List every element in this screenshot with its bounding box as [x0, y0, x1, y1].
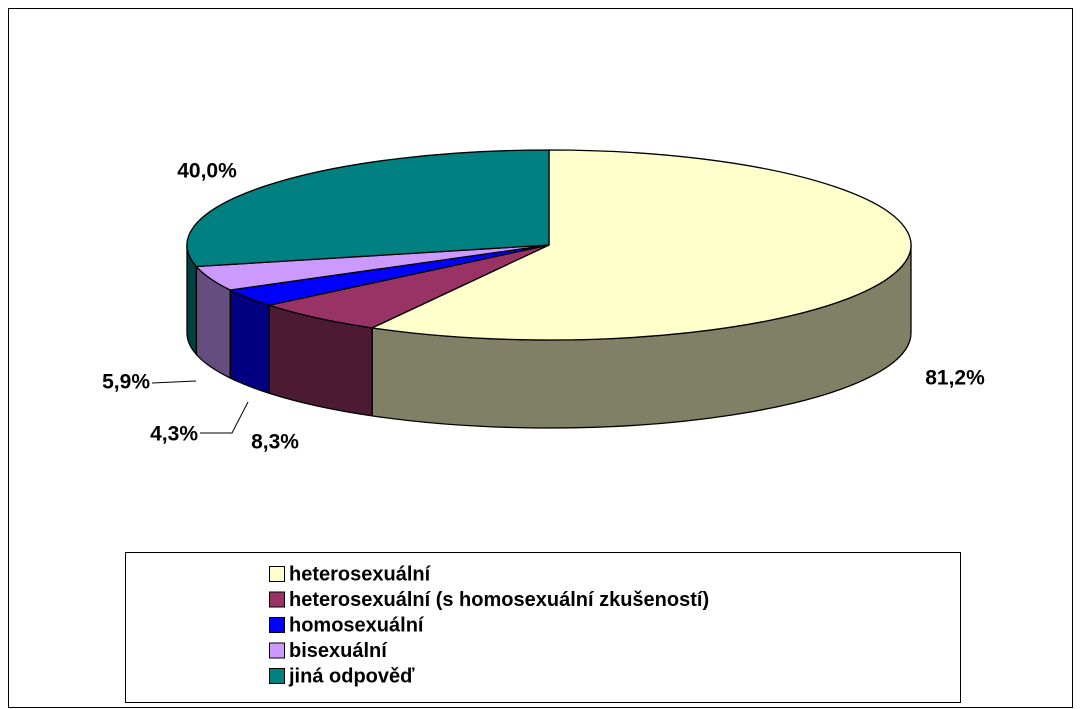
legend-swatch — [269, 591, 285, 608]
leader-line — [200, 401, 249, 434]
data-label: 8,3% — [251, 431, 299, 454]
legend-swatch — [269, 617, 285, 633]
legend-label: jiná odpověď — [288, 665, 415, 687]
slice — [186, 149, 550, 268]
legend-swatch — [269, 642, 285, 659]
slice — [369, 149, 912, 341]
legend-label: bisexuální — [289, 640, 388, 662]
slice — [266, 244, 550, 329]
leader-line — [151, 380, 197, 384]
legend-swatch — [269, 668, 285, 684]
legend-label: heterosexuální (s homosexuální zkušenost… — [289, 589, 709, 611]
pie — [151, 149, 912, 434]
data-label: 40,0% — [177, 160, 237, 183]
data-label: 81,2% — [925, 367, 985, 390]
legend-label: heterosexuální — [289, 563, 432, 585]
legend-swatch — [269, 566, 285, 582]
legend-label: homosexuální — [289, 614, 425, 636]
data-label: 4,3% — [150, 423, 198, 446]
slice-side — [229, 288, 270, 395]
data-label: 5,9% — [102, 371, 150, 394]
legend-box — [125, 552, 961, 703]
legend: heterosexuální heterosexuální (s homosexu… — [269, 563, 709, 687]
